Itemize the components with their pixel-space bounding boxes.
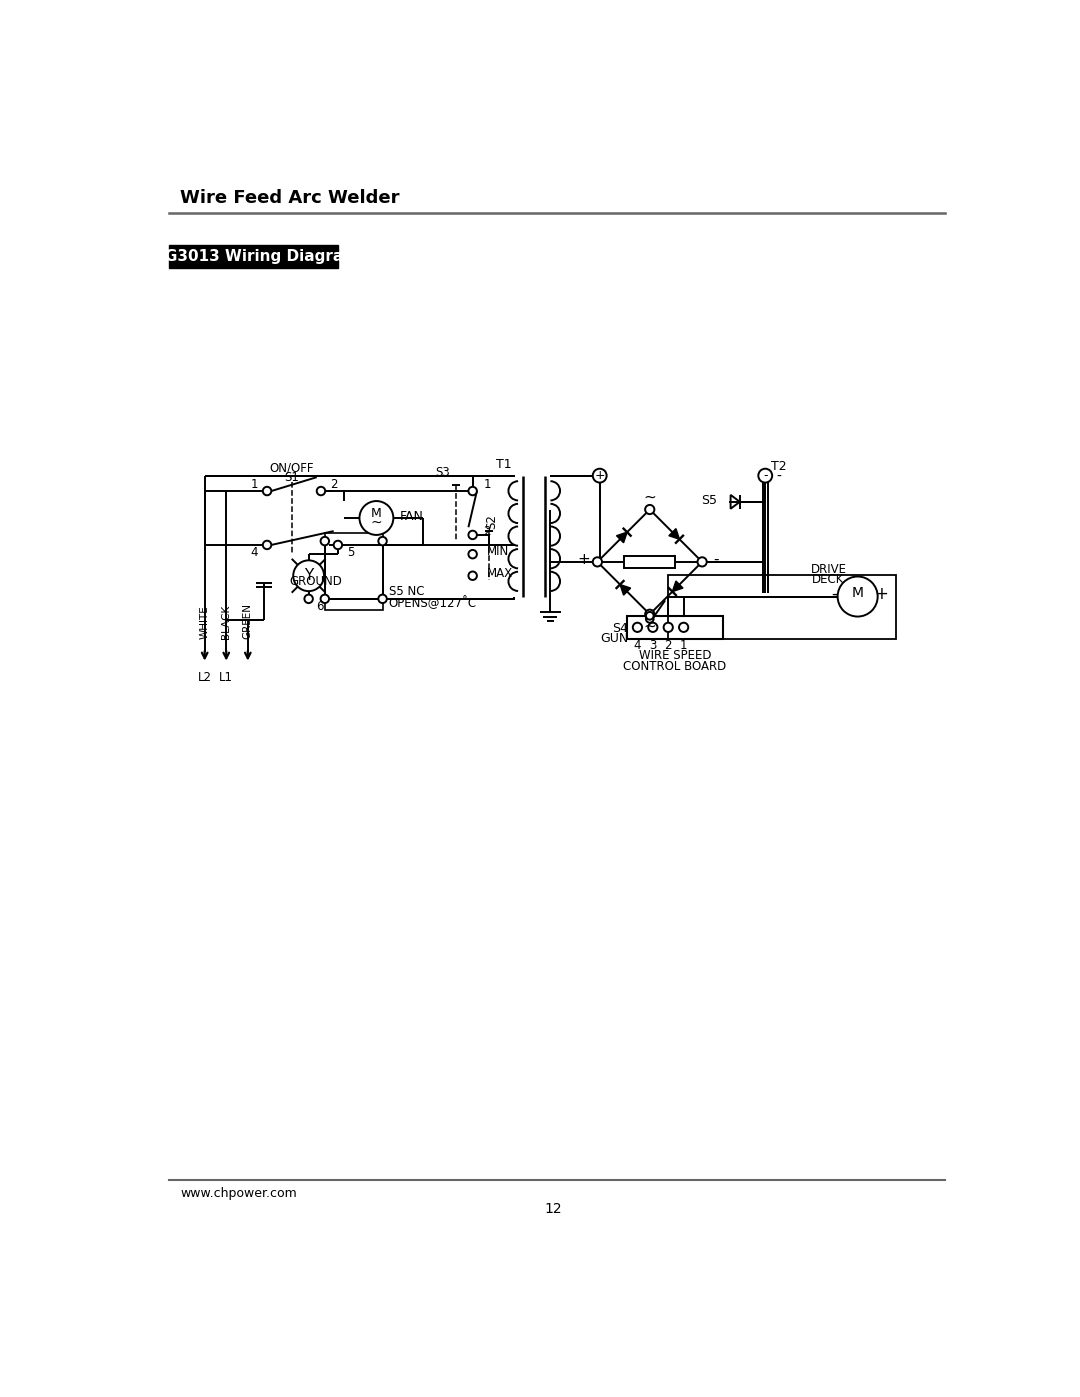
Text: +: + bbox=[594, 469, 605, 482]
Text: S2: S2 bbox=[485, 514, 498, 528]
Circle shape bbox=[378, 595, 387, 604]
Text: -: - bbox=[713, 552, 718, 567]
Text: www.chpower.com: www.chpower.com bbox=[180, 1187, 297, 1200]
Text: 1: 1 bbox=[251, 478, 258, 492]
Circle shape bbox=[648, 623, 658, 631]
Circle shape bbox=[758, 469, 772, 482]
Circle shape bbox=[838, 577, 878, 616]
Text: WHITE: WHITE bbox=[200, 605, 210, 638]
Text: WG3013 Wiring Diagram: WG3013 Wiring Diagram bbox=[148, 249, 359, 264]
Text: 2: 2 bbox=[664, 638, 672, 651]
Text: 1: 1 bbox=[680, 638, 687, 651]
Circle shape bbox=[593, 557, 602, 567]
Text: 2: 2 bbox=[330, 478, 338, 492]
Text: M: M bbox=[852, 585, 864, 599]
Circle shape bbox=[262, 541, 271, 549]
Text: 3: 3 bbox=[649, 638, 657, 651]
Polygon shape bbox=[673, 581, 683, 591]
Circle shape bbox=[593, 469, 607, 482]
Bar bbox=[669, 576, 896, 638]
Circle shape bbox=[646, 615, 653, 623]
Text: 5: 5 bbox=[347, 546, 354, 559]
Circle shape bbox=[645, 609, 654, 619]
Text: ~: ~ bbox=[370, 515, 382, 529]
Polygon shape bbox=[620, 584, 631, 595]
Text: 4: 4 bbox=[251, 546, 258, 559]
Circle shape bbox=[321, 536, 329, 545]
Text: 1: 1 bbox=[484, 478, 491, 492]
Circle shape bbox=[469, 486, 477, 496]
Circle shape bbox=[633, 623, 642, 631]
Circle shape bbox=[262, 486, 271, 496]
Text: -: - bbox=[762, 469, 768, 482]
Text: GROUND: GROUND bbox=[289, 574, 342, 588]
Polygon shape bbox=[669, 528, 679, 539]
Text: +: + bbox=[577, 552, 590, 567]
Text: 2: 2 bbox=[484, 525, 491, 538]
Circle shape bbox=[645, 504, 654, 514]
Text: S3: S3 bbox=[435, 467, 449, 479]
Text: GUN: GUN bbox=[600, 631, 629, 644]
Text: MIN: MIN bbox=[486, 545, 509, 559]
Text: S5: S5 bbox=[701, 493, 717, 507]
Text: OPENS@127˚C: OPENS@127˚C bbox=[389, 595, 477, 609]
Text: WIRE SPEED: WIRE SPEED bbox=[638, 650, 711, 662]
Text: Y: Y bbox=[303, 569, 313, 583]
Text: T2: T2 bbox=[770, 460, 786, 474]
Text: Wire Feed Arc Welder: Wire Feed Arc Welder bbox=[180, 189, 400, 207]
Bar bbox=[325, 534, 382, 610]
Text: +: + bbox=[874, 585, 888, 604]
Text: S5 NC: S5 NC bbox=[389, 584, 424, 598]
Bar bbox=[624, 556, 675, 569]
Circle shape bbox=[469, 571, 477, 580]
Circle shape bbox=[646, 612, 653, 620]
Bar bbox=[168, 244, 338, 268]
Text: BLACK: BLACK bbox=[221, 605, 231, 638]
Text: CONTROL BOARD: CONTROL BOARD bbox=[623, 661, 727, 673]
Circle shape bbox=[305, 595, 313, 604]
Circle shape bbox=[663, 623, 673, 631]
Circle shape bbox=[360, 502, 393, 535]
Text: 4: 4 bbox=[634, 638, 642, 651]
Circle shape bbox=[698, 557, 706, 567]
Text: S1: S1 bbox=[284, 471, 299, 483]
Text: 6: 6 bbox=[316, 601, 324, 613]
Text: GREEN: GREEN bbox=[243, 604, 253, 638]
Text: M: M bbox=[372, 507, 381, 520]
Circle shape bbox=[316, 486, 325, 496]
Circle shape bbox=[378, 536, 387, 545]
Bar bbox=[626, 616, 723, 638]
Circle shape bbox=[469, 531, 477, 539]
Text: T1: T1 bbox=[497, 458, 512, 471]
Text: FAN: FAN bbox=[400, 510, 423, 522]
Circle shape bbox=[679, 623, 688, 631]
Text: ~: ~ bbox=[644, 490, 657, 504]
Text: 12: 12 bbox=[544, 1203, 563, 1217]
Text: -: - bbox=[775, 471, 781, 485]
Text: MAX: MAX bbox=[486, 567, 513, 580]
Circle shape bbox=[334, 541, 342, 549]
Text: L1: L1 bbox=[219, 671, 233, 685]
Text: ~: ~ bbox=[644, 619, 657, 634]
Circle shape bbox=[294, 560, 324, 591]
Text: DECK: DECK bbox=[812, 573, 845, 587]
Circle shape bbox=[321, 595, 329, 604]
Text: -: - bbox=[832, 585, 837, 604]
Text: L2: L2 bbox=[198, 671, 212, 685]
Polygon shape bbox=[617, 532, 627, 543]
Circle shape bbox=[469, 550, 477, 559]
Text: ON/OFF: ON/OFF bbox=[269, 461, 314, 475]
Text: DRIVE: DRIVE bbox=[810, 563, 847, 576]
Text: S4: S4 bbox=[612, 622, 629, 634]
